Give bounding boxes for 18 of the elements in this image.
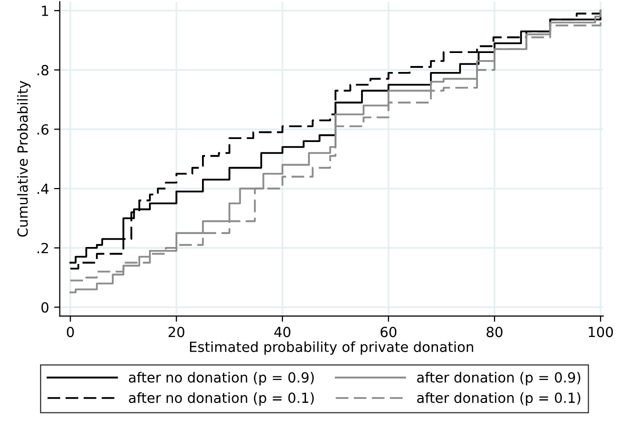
y-tick-label: .2 xyxy=(38,242,48,254)
x-tick-label: 20 xyxy=(168,326,184,338)
legend-label: after no donation (p = 0.1) xyxy=(128,392,314,406)
x-tick-label: 80 xyxy=(486,326,502,338)
y-tick-label: 0 xyxy=(41,302,48,313)
y-tick-label: 1 xyxy=(42,6,48,16)
y-tick-label: .6 xyxy=(38,124,48,135)
y-axis-title: Cumulative Probability xyxy=(17,80,31,237)
x-tick-label: 60 xyxy=(380,326,396,338)
y-tick-label: .8 xyxy=(38,64,48,76)
x-axis-title: Estimated probability of private donation xyxy=(190,341,474,355)
x-tick-label: 40 xyxy=(274,326,290,338)
legend-label: after donation (p = 0.1) xyxy=(417,392,580,406)
x-tick-label: 100 xyxy=(588,326,613,338)
x-tick-label: 0 xyxy=(66,326,74,338)
legend-label: after no donation (p = 0.9) xyxy=(128,372,314,386)
legend-label: after donation (p = 0.9) xyxy=(417,372,580,386)
y-tick-label: .4 xyxy=(38,184,49,194)
